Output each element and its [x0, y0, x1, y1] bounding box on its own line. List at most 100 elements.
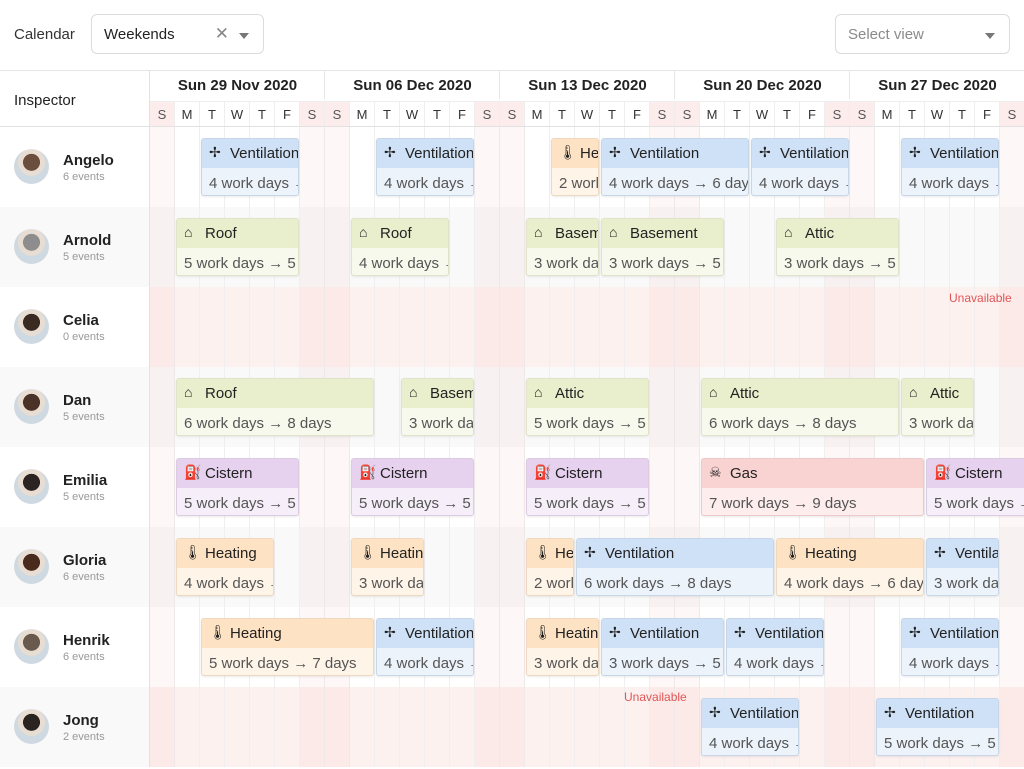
event-body	[902, 408, 973, 435]
event-heating[interactable]: 🌡 Heating 5 work days → 7 days	[201, 618, 374, 676]
event-duration: 6 work days → 8 days	[184, 415, 332, 432]
view-select-placeholder: Select view	[848, 26, 924, 43]
thermometer-icon: 🌡	[784, 544, 802, 560]
event-title: Roof	[205, 225, 237, 242]
event-roof[interactable]: ⌂ Roof 6 work days → 8 days	[176, 378, 374, 436]
event-cistern[interactable]: ⛽ Cistern 5 work days → 5	[351, 458, 474, 516]
event-heating[interactable]: 🌡Heating 2 work days →	[551, 138, 599, 196]
event-ventilation[interactable]: ✢ Ventilation 4 work days →	[726, 618, 824, 676]
event-cistern[interactable]: ⛽ Cistern 5 work days → 5	[176, 458, 299, 516]
event-ventilation[interactable]: ✢ Ventilation 4 work days →	[901, 618, 999, 676]
event-ventilation[interactable]: ✢ Ventilation 4 work days →	[901, 138, 999, 196]
day-gridline	[424, 127, 425, 767]
event-title: Cistern	[555, 465, 603, 482]
thermometer-icon: 🌡	[559, 144, 577, 160]
event-header: ✢ Ventilation	[377, 139, 473, 168]
calendar-label: Calendar	[14, 26, 75, 43]
day-header: T	[950, 101, 975, 127]
event-title: Attic	[555, 385, 585, 402]
inspector-name: Arnold	[63, 232, 112, 249]
avatar	[14, 709, 49, 744]
event-roof[interactable]: ⌂ Roof 5 work days → 5	[176, 218, 299, 276]
day-gridline	[349, 127, 350, 767]
event-ventilation[interactable]: ✢ Ventilation 4 work days →	[376, 618, 474, 676]
event-body	[527, 568, 573, 595]
event-ventilation[interactable]: ✢ Ventilation 4 work days → 6 days	[601, 138, 749, 196]
inspector-name: Gloria	[63, 552, 107, 569]
day-header: T	[550, 101, 575, 127]
event-duration: 3 work days → 5	[609, 255, 721, 272]
event-body	[177, 408, 373, 435]
clear-icon[interactable]: ✕	[214, 24, 229, 43]
event-header: ⛽ Cistern	[527, 459, 648, 488]
day-header: T	[250, 101, 275, 127]
event-ventilation[interactable]: ✢ Ventilation 3 work days →	[926, 538, 999, 596]
event-basement[interactable]: ⌂ Basement 3 work days → 5	[601, 218, 724, 276]
event-attic[interactable]: ⌂ Attic 5 work days → 5	[526, 378, 649, 436]
event-ventilation[interactable]: ✢ Ventilation 3 work days → 5	[601, 618, 724, 676]
weekend-column	[150, 127, 175, 767]
day-header: T	[375, 101, 400, 127]
event-ventilation[interactable]: ✢ Ventilation 4 work days →	[201, 138, 299, 196]
view-select[interactable]: Select view	[835, 14, 1010, 54]
day-header: T	[600, 101, 625, 127]
event-heating[interactable]: 🌡Heating 2 work days →	[526, 538, 574, 596]
event-heating[interactable]: 🌡 Heating 4 work days → 6 days	[776, 538, 924, 596]
event-cistern[interactable]: ⛽ Cistern 5 work days → 5	[526, 458, 649, 516]
event-duration: 5 work days → 5	[534, 495, 646, 512]
week-separator	[499, 71, 500, 99]
event-header: ✢ Ventilation	[902, 139, 998, 168]
inspector-name: Angelo	[63, 152, 114, 169]
event-basement[interactable]: ⌂ Basement 3 work days →	[401, 378, 474, 436]
event-header: ✢ Ventilation	[377, 619, 473, 648]
event-header: ✢ Ventilation	[577, 539, 773, 568]
day-gridline	[549, 127, 550, 767]
day-gridline	[749, 127, 750, 767]
event-title: Cistern	[955, 465, 1003, 482]
day-header: M	[875, 101, 900, 127]
event-attic[interactable]: ⌂ Attic 3 work days → 5	[776, 218, 899, 276]
event-header: 🌡Heating	[202, 619, 373, 648]
event-ventilation[interactable]: ✢ Ventilation 4 work days →	[751, 138, 849, 196]
event-duration: 2 work days →	[534, 575, 573, 592]
event-title: Ventilation	[730, 705, 799, 722]
day-gridline	[699, 127, 700, 767]
event-ventilation[interactable]: ✢ Ventilation 5 work days → 5	[876, 698, 999, 756]
house-icon: ⌂	[409, 384, 418, 400]
day-gridline	[799, 127, 800, 767]
event-ventilation[interactable]: ✢ Ventilation 4 work days →	[376, 138, 474, 196]
day-header: T	[425, 101, 450, 127]
event-duration: 7 work days → 9 days	[709, 495, 857, 512]
event-body	[702, 728, 798, 755]
event-duration: 5 work days → 5	[884, 735, 996, 752]
event-title: Heating	[230, 625, 282, 642]
calendar-select[interactable]: Weekends ✕	[91, 14, 264, 54]
event-ventilation[interactable]: ✢ Ventilation 6 work days → 8 days	[576, 538, 774, 596]
event-roof[interactable]: ⌂ Roof 4 work days →	[351, 218, 449, 276]
event-duration: 2 work days →	[559, 175, 598, 192]
week-header: Sun 27 Dec 2020	[878, 77, 997, 94]
event-body	[777, 568, 923, 595]
chevron-down-icon[interactable]	[985, 33, 995, 39]
event-basement[interactable]: ⌂ Basement 3 work days →	[526, 218, 599, 276]
event-heating[interactable]: 🌡Heating 3 work days →	[351, 538, 424, 596]
event-cistern[interactable]: ⛽ Cistern 5 work days →	[926, 458, 1024, 516]
event-duration: 3 work days →	[409, 415, 474, 432]
day-gridline	[299, 127, 300, 767]
resource-lane	[0, 687, 1024, 767]
event-header: 🌡Heating	[527, 539, 573, 568]
event-attic[interactable]: ⌂ Attic 3 work days →	[901, 378, 974, 436]
event-title: Heating	[380, 545, 424, 562]
event-gas[interactable]: ☠ Gas 7 work days → 9 days	[701, 458, 924, 516]
event-body	[927, 568, 998, 595]
day-header: S	[1000, 101, 1024, 127]
day-header: F	[450, 101, 475, 127]
toolbar: Calendar Weekends ✕ Select view	[0, 0, 1024, 70]
day-gridline	[774, 127, 775, 767]
event-count: 6 events	[63, 571, 105, 583]
event-attic[interactable]: ⌂ Attic 6 work days → 8 days	[701, 378, 899, 436]
event-ventilation[interactable]: ✢ Ventilation 4 work days →	[701, 698, 799, 756]
event-heating[interactable]: 🌡Heating 3 work days →	[526, 618, 599, 676]
event-heating[interactable]: 🌡 Heating 4 work days →	[176, 538, 274, 596]
chevron-down-icon[interactable]	[239, 33, 249, 39]
